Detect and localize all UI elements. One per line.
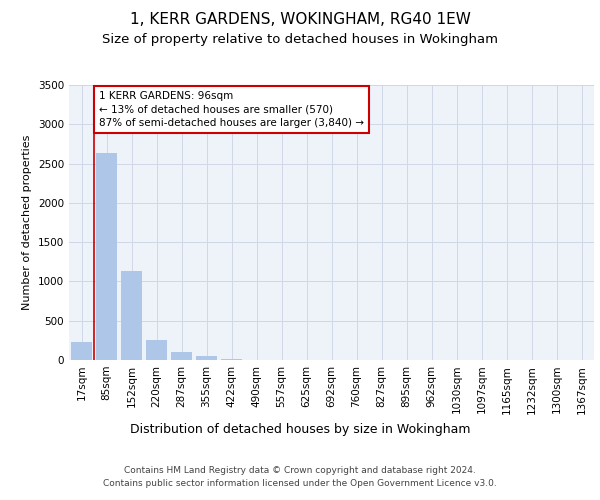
Text: Contains public sector information licensed under the Open Government Licence v3: Contains public sector information licen… <box>103 479 497 488</box>
Bar <box>196 356 217 360</box>
Bar <box>71 342 92 360</box>
Text: 1 KERR GARDENS: 96sqm
← 13% of detached houses are smaller (570)
87% of semi-det: 1 KERR GARDENS: 96sqm ← 13% of detached … <box>99 92 364 128</box>
Text: 1, KERR GARDENS, WOKINGHAM, RG40 1EW: 1, KERR GARDENS, WOKINGHAM, RG40 1EW <box>130 12 470 28</box>
Text: Distribution of detached houses by size in Wokingham: Distribution of detached houses by size … <box>130 422 470 436</box>
Text: Contains HM Land Registry data © Crown copyright and database right 2024.: Contains HM Land Registry data © Crown c… <box>124 466 476 475</box>
Bar <box>96 154 117 360</box>
Y-axis label: Number of detached properties: Number of detached properties <box>22 135 32 310</box>
Bar <box>121 271 142 360</box>
Bar <box>221 358 242 360</box>
Bar <box>171 352 192 360</box>
Text: Size of property relative to detached houses in Wokingham: Size of property relative to detached ho… <box>102 32 498 46</box>
Bar <box>146 340 167 360</box>
